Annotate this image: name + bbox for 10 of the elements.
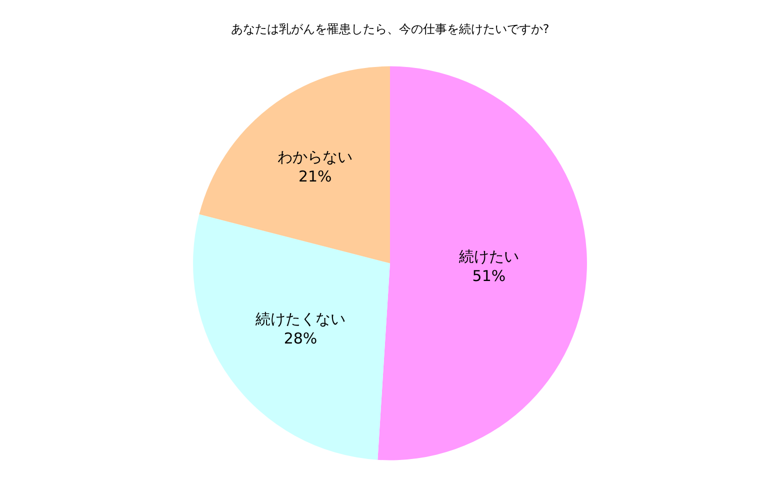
slice-label: わからない [278,148,353,166]
pie-slice [378,66,587,460]
pie-slice [193,214,390,460]
data-label: 28% [284,329,318,348]
slice-label: 続けたい [458,248,519,266]
chart-title: あなたは乳がんを罹患したら、今の仕事を続けたいですか? [230,22,550,36]
pie-slice [199,66,390,264]
data-label: 51% [472,267,506,286]
slice-label: 続けたくない [254,310,346,328]
data-label: 21% [298,168,332,186]
